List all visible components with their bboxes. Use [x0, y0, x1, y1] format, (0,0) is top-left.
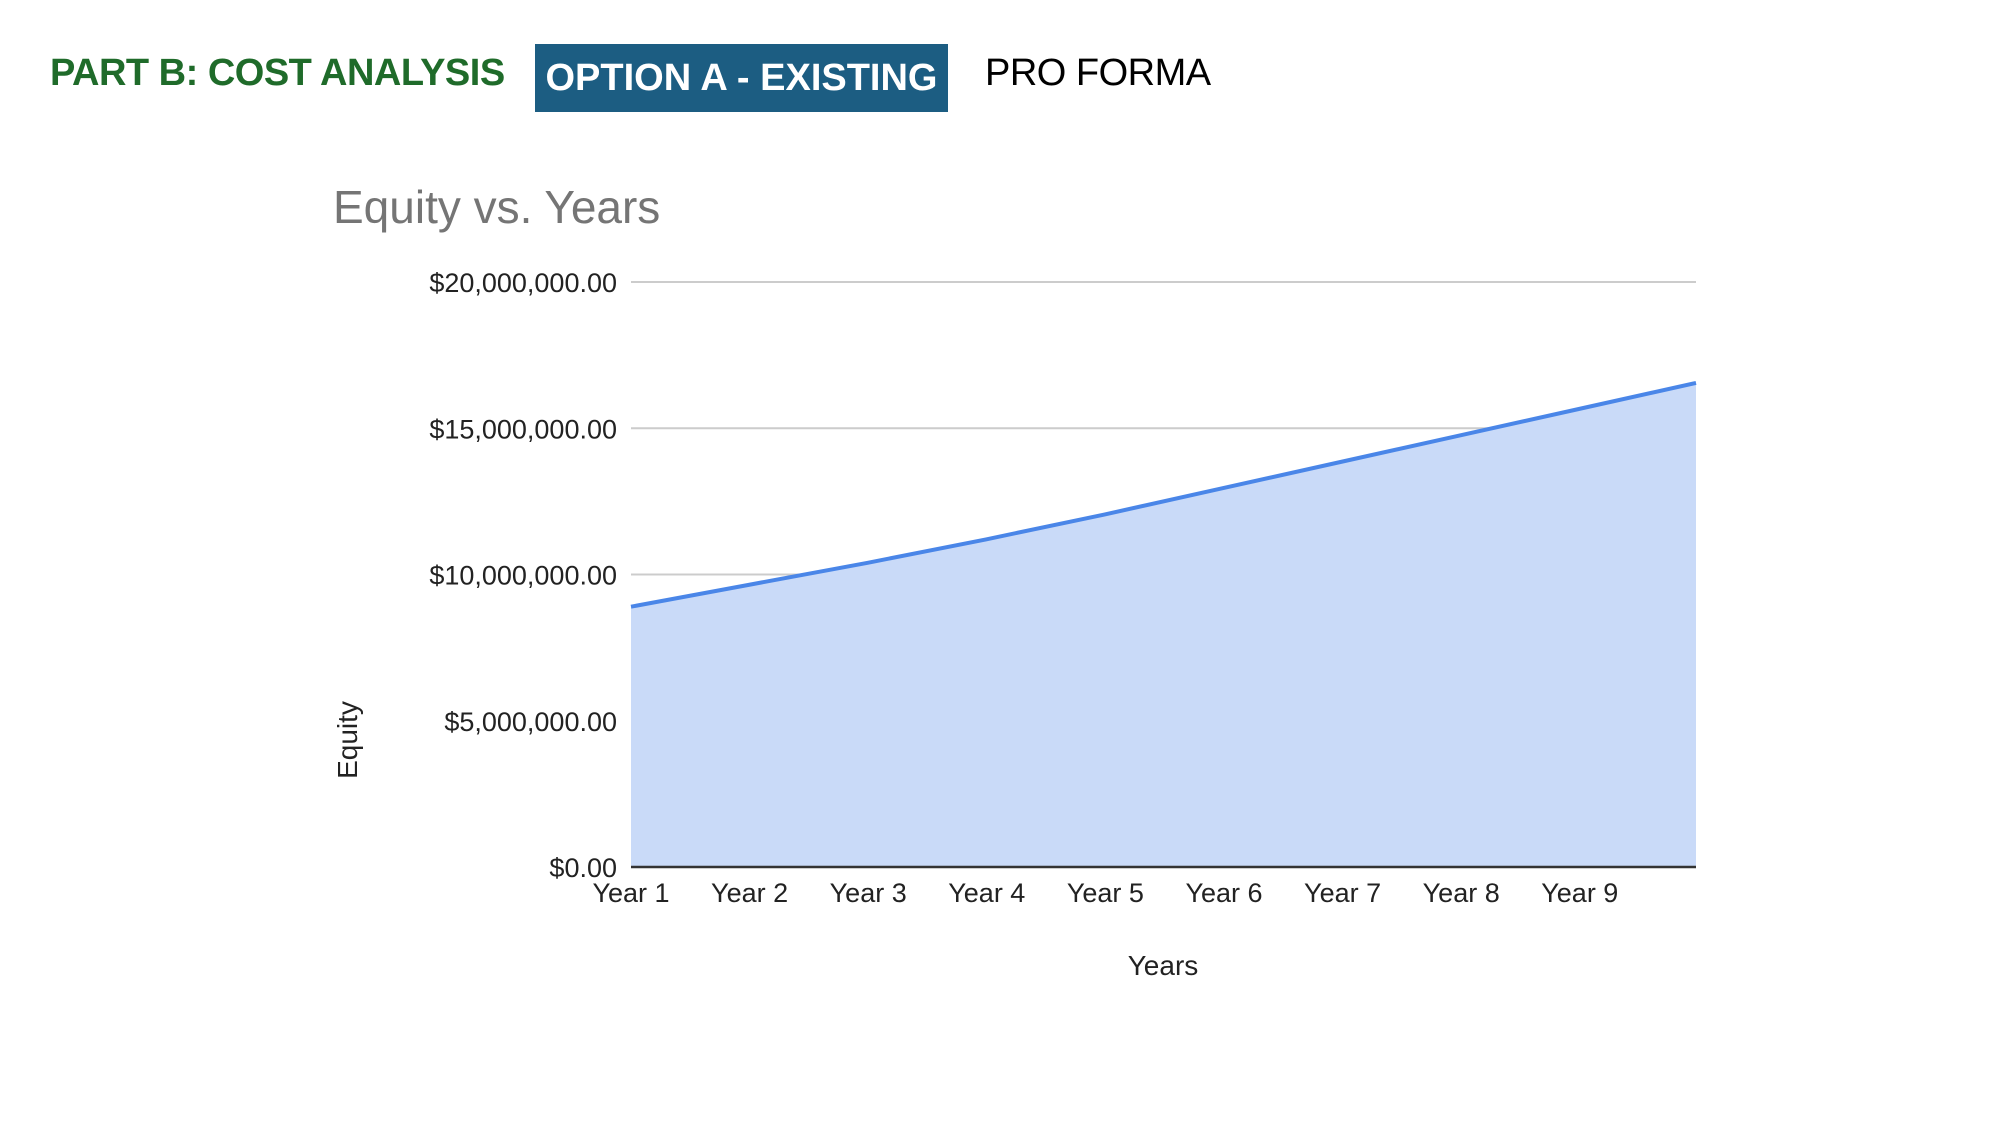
- x-axis-label: Years: [1128, 950, 1199, 981]
- option-badge-label: OPTION A - EXISTING: [545, 56, 938, 99]
- y-tick-label: $0.00: [549, 853, 617, 883]
- x-tick-label: Year 1: [592, 878, 669, 908]
- x-tick-label: Year 9: [1541, 878, 1618, 908]
- series-area: [630, 380, 1697, 869]
- equity-chart: Equity vs. Years $0.00 $5,000,000.00 $10,0…: [0, 150, 2000, 1050]
- x-axis-ticks: Year 1 Year 2 Year 3 Year 4 Year 5 Year 6 Year…: [592, 878, 1618, 908]
- x-tick-label: Year 5: [1067, 878, 1144, 908]
- y-tick-label: $10,000,000.00: [429, 561, 617, 591]
- x-tick-label: Year 7: [1304, 878, 1381, 908]
- x-tick-label: Year 3: [830, 878, 907, 908]
- series-line: [630, 380, 1697, 609]
- y-tick-label: $15,000,000.00: [429, 414, 617, 444]
- y-axis-ticks: $0.00 $5,000,000.00 $10,000,000.00 $15,000,…: [429, 268, 617, 883]
- y-tick-label: $20,000,000.00: [429, 268, 617, 298]
- equity-chart-svg: Equity vs. Years $0.00 $5,000,000.00 $10,0…: [332, 181, 1697, 981]
- area-fill: [631, 382, 1696, 867]
- part-title: PART B: COST ANALYSIS: [50, 52, 505, 94]
- y-axis-label: Equity: [332, 701, 363, 779]
- x-tick-label: Year 8: [1423, 878, 1500, 908]
- x-tick-label: Year 6: [1185, 878, 1262, 908]
- x-tick-label: Year 4: [948, 878, 1025, 908]
- y-tick-label: $5,000,000.00: [444, 707, 617, 737]
- slide-header: PART B: COST ANALYSIS OPTION A - EXISTIN…: [0, 0, 2000, 150]
- option-badge: OPTION A - EXISTING: [535, 44, 948, 112]
- chart-title: Equity vs. Years: [333, 181, 660, 233]
- x-tick-label: Year 2: [711, 878, 788, 908]
- pro-forma-label: PRO FORMA: [985, 52, 1211, 94]
